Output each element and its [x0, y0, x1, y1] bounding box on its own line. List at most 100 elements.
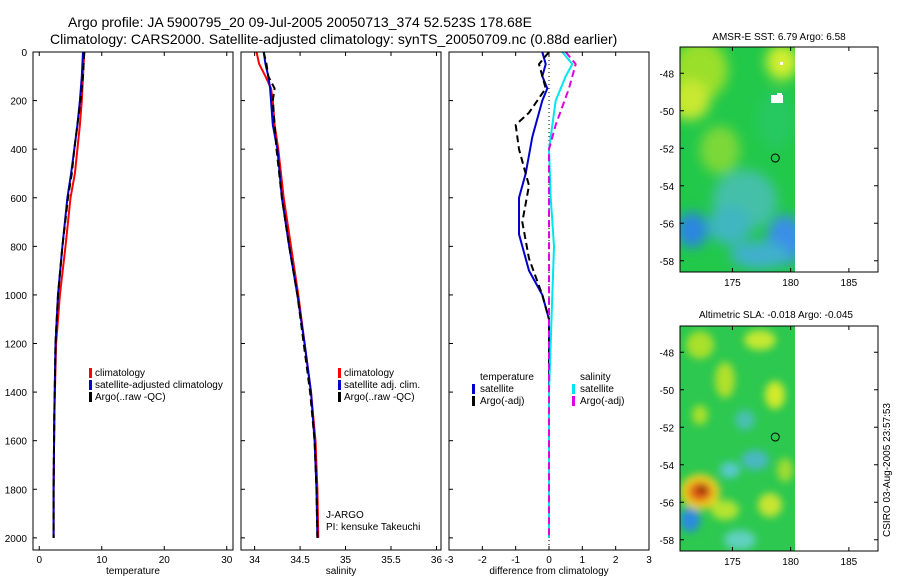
x-tick-label: 35: [340, 555, 352, 566]
series-salinity-argo-adj-: [548, 51, 577, 538]
legend-swatch: [338, 368, 341, 378]
x-tick-label: 3: [646, 555, 652, 566]
legend-swatch: [89, 392, 92, 402]
x-tick-label: 20: [159, 555, 171, 566]
legend-swatch: [472, 384, 475, 394]
sla-map-frame: [679, 325, 879, 552]
map-y-tick-label: -54: [660, 182, 675, 193]
y-tick-label: 1400: [5, 388, 28, 399]
legend-swatch: [338, 380, 341, 390]
figure-title-line2: Climatology: CARS2000. Satellite-adjuste…: [50, 31, 618, 47]
y-tick-label: 1600: [5, 437, 28, 448]
series-argo-raw-qc-: [52, 51, 86, 538]
series-satellite-adj-clim-: [262, 51, 319, 538]
map-y-tick-label: -52: [660, 144, 675, 155]
x-tick-label: 0: [36, 555, 42, 566]
sst-map-panel: 175 180 185 -48 -50 -52 -54 -56 -58 AMSR-E SST: …: [660, 32, 879, 289]
sla-heatmap: [680, 326, 795, 551]
y-tick-label: 800: [10, 242, 27, 253]
sla-map-title: Altimetric SLA: -0.018 Argo: -0.045: [699, 310, 853, 321]
y-tick-label: 200: [10, 97, 27, 108]
series-temperature-argo-adj-: [514, 51, 550, 538]
temperature-panel: 0 10 20 30 temperature 0 200 400 600 800 1000 1200 1…: [5, 48, 234, 577]
legend-label: satellite-adjusted climatology: [95, 380, 223, 391]
map-y-tick-label: -50: [660, 107, 675, 118]
x-tick-label: 34: [249, 555, 261, 566]
legend-label: Argo(-adj): [580, 396, 624, 407]
difference-panel: -3 -2 -1 0 1 2 3 difference from climatology tem…: [445, 51, 652, 577]
x-tick-label: 10: [96, 555, 108, 566]
legend-swatch: [572, 396, 575, 406]
map-y-tick-label: -48: [660, 348, 675, 359]
legend-swatch: [89, 380, 92, 390]
series-climatology: [255, 51, 320, 538]
x-tick-label: 0: [546, 555, 552, 566]
legend-title: temperature: [480, 372, 534, 383]
series-salinity-satellite: [548, 51, 574, 538]
x-tick-label: 34.5: [290, 555, 310, 566]
plot-frame: [240, 51, 442, 551]
legend-label: Argo(..raw -QC): [95, 392, 166, 403]
map-y-tick-label: -52: [660, 423, 675, 434]
y-tick-label: 400: [10, 145, 27, 156]
x-tick-label: 35.5: [381, 555, 401, 566]
legend-label: climatology: [95, 368, 145, 379]
map-y-tick-label: -48: [660, 69, 675, 80]
y-tick-label: 0: [21, 48, 27, 59]
y-tick-label: 1000: [5, 291, 28, 302]
legend-swatch: [472, 396, 475, 406]
map-x-tick-label: 185: [841, 557, 858, 568]
x-tick-label: 30: [221, 555, 233, 566]
map-x-tick-label: 185: [841, 278, 858, 289]
x-axis-label: difference from climatology: [489, 566, 608, 577]
x-tick-label: 1: [580, 555, 586, 566]
y-tick-label: 600: [10, 194, 27, 205]
x-tick-label: -3: [445, 555, 454, 566]
x-tick-label: 36: [431, 555, 443, 566]
map-y-tick-label: -54: [660, 461, 675, 472]
map-x-tick-label: 175: [724, 278, 741, 289]
x-tick-label: -1: [511, 555, 520, 566]
legend-label: satellite: [580, 384, 614, 395]
x-axis-label: salinity: [326, 566, 357, 577]
map-y-tick-label: -58: [660, 257, 675, 268]
sla-argo-position-marker: [770, 432, 780, 442]
map-y-tick-label: -58: [660, 536, 675, 547]
salinity-panel: 34 34.5 35 35.5 36 salinity climatologysatelli…: [240, 51, 443, 577]
sst-heatmap: [680, 47, 795, 272]
generation-timestamp-label: CSIRO 03-Aug-2005 23:57:53: [882, 403, 893, 537]
y-tick-label: 1200: [5, 340, 28, 351]
x-tick-label: 2: [613, 555, 619, 566]
series-argo-raw-qc-: [262, 51, 319, 538]
legend-label: satellite: [480, 384, 514, 395]
float-info-line2: PI: kensuke Takeuchi: [326, 522, 420, 533]
x-tick-label: -2: [478, 555, 487, 566]
map-x-tick-label: 175: [724, 557, 741, 568]
map-y-tick-label: -56: [660, 498, 675, 509]
sst-map-axes: 175 180 185 -48 -50 -52 -54 -56 -58: [660, 47, 878, 289]
legend-label: satellite adj. clim.: [344, 380, 420, 391]
float-info-line1: J-ARGO: [326, 510, 364, 521]
legend-swatch: [572, 384, 575, 394]
legend-label: Argo(..raw -QC): [344, 392, 415, 403]
map-x-tick-label: 180: [782, 278, 799, 289]
legend-label: Argo(-adj): [480, 396, 524, 407]
legend-title: salinity: [580, 372, 611, 383]
legend-label: climatology: [344, 368, 394, 379]
series-temperature-satellite: [518, 51, 550, 538]
x-axis-label: temperature: [106, 566, 160, 577]
y-tick-label: 2000: [5, 534, 28, 545]
sst-argo-position-marker: [770, 153, 780, 163]
y-tick-label: 1800: [5, 485, 28, 496]
map-y-tick-label: -56: [660, 219, 675, 230]
map-y-tick-label: -50: [660, 386, 675, 397]
sst-map-frame: [679, 46, 879, 273]
map-x-tick-label: 180: [782, 557, 799, 568]
legend-swatch: [338, 392, 341, 402]
sst-map-title: AMSR-E SST: 6.79 Argo: 6.58: [712, 32, 846, 43]
plot-frame: [32, 51, 234, 551]
sla-map-axes: 175 180 185 -48 -50 -52 -54 -56 -58: [660, 326, 878, 568]
figure-title-line1: Argo profile: JA 5900795_20 09-Jul-2005 …: [68, 14, 532, 30]
sla-map-panel: 175 180 185 -48 -50 -52 -54 -56 -58 Altimetric S…: [660, 310, 879, 568]
